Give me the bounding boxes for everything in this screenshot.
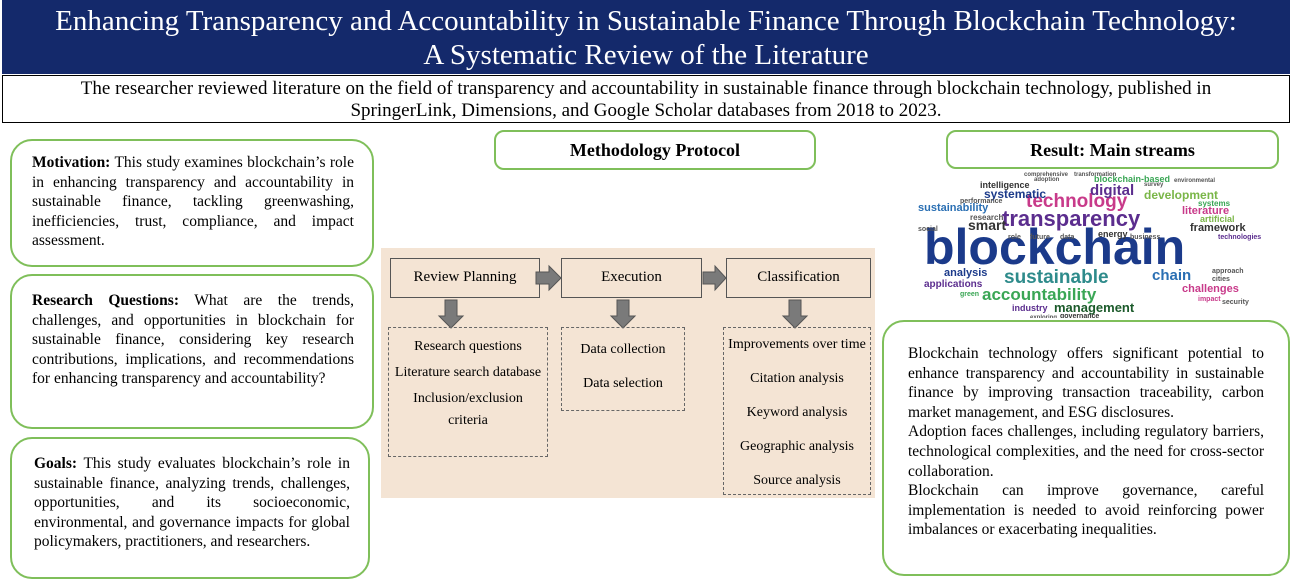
motivation-label: Motivation: xyxy=(32,154,111,171)
research-questions-text: What are the trends, challenges, and opp… xyxy=(32,292,354,387)
methodology-header: Methodology Protocol xyxy=(494,130,816,170)
word-cloud-word: energy xyxy=(1098,229,1128,239)
word-cloud-word: adoption xyxy=(1034,177,1060,183)
word-cloud-word: blockchain-based xyxy=(1094,174,1171,184)
word-cloud-word: industry xyxy=(1012,303,1048,313)
planning-item: Research questions xyxy=(414,339,522,354)
title-line-2: A Systematic Review of the Literature xyxy=(423,39,869,71)
word-cloud-word: artificial xyxy=(1200,214,1235,224)
word-cloud-word: sustainability xyxy=(918,202,989,214)
stage-classification-label: Classification xyxy=(757,269,840,285)
result-paragraph: Blockchain can improve governance, caref… xyxy=(908,482,1264,539)
stage-execution-label: Execution xyxy=(601,269,662,285)
research-questions-label: Research Questions: xyxy=(32,292,179,309)
right-arrow-icon xyxy=(535,264,562,292)
word-cloud-word: systematic xyxy=(984,187,1047,201)
word-cloud-word: systems xyxy=(1198,199,1231,208)
word-cloud-word: blockchain xyxy=(924,219,1186,275)
subtitle-line-1: The researcher reviewed literature on th… xyxy=(80,78,1212,99)
word-cloud-word: data xyxy=(1060,234,1075,241)
word-cloud-word: chain xyxy=(1152,267,1192,284)
result-header-text: Result: Main streams xyxy=(1030,140,1195,160)
word-cloud-word: sustainable xyxy=(1004,267,1109,288)
poster-title: Enhancing Transparency and Accountabilit… xyxy=(2,0,1290,74)
word-cloud-word: smart xyxy=(968,217,1007,233)
stage-review-planning-label: Review Planning xyxy=(413,269,517,285)
classification-item: Source analysis xyxy=(753,473,841,488)
word-cloud-word: approach xyxy=(1212,268,1244,275)
word-cloud-word: transformation xyxy=(1074,172,1117,178)
right-arrow-icon xyxy=(702,264,727,292)
word-cloud-word: analysis xyxy=(944,267,988,279)
word-cloud-word: governance xyxy=(1060,313,1100,318)
word-cloud-word: management xyxy=(1054,300,1135,315)
word-cloud-word: business xyxy=(1130,234,1161,241)
result-header: Result: Main streams xyxy=(946,130,1279,169)
classification-item: Geographic analysis xyxy=(740,439,854,454)
classification-item: Improvements over time xyxy=(728,337,866,352)
execution-item: Data collection xyxy=(580,342,666,357)
word-cloud-word: development xyxy=(1144,188,1219,202)
goals-box: Goals: This study evaluates blockchain’s… xyxy=(10,437,370,579)
classification-items: Improvements over time Citation analysis… xyxy=(723,327,871,495)
methodology-flowchart: Review Planning Execution Classification… xyxy=(381,248,875,498)
goals-label: Goals: xyxy=(34,455,78,472)
result-box: Blockchain technology offers significant… xyxy=(882,320,1290,576)
classification-item: Keyword analysis xyxy=(746,405,848,420)
planning-item: Literature search database xyxy=(394,365,542,380)
word-cloud-word: survey xyxy=(1144,182,1164,188)
classification-item: Citation analysis xyxy=(750,371,844,386)
word-cloud-word: impact xyxy=(1198,296,1221,303)
down-arrow-icon xyxy=(781,299,809,329)
word-cloud-word: cities xyxy=(1212,276,1230,283)
word-cloud-word: technologies xyxy=(1218,234,1262,241)
word-cloud-word: social xyxy=(918,226,938,233)
word-cloud-word: transparency xyxy=(1002,206,1141,231)
word-cloud-word: applications xyxy=(924,279,983,290)
word-cloud-word: challenges xyxy=(1182,283,1239,295)
title-line-1: Enhancing Transparency and Accountabilit… xyxy=(55,5,1237,37)
methodology-header-text: Methodology Protocol xyxy=(569,140,741,160)
poster-subtitle: The researcher reviewed literature on th… xyxy=(2,75,1290,123)
word-cloud-word: future xyxy=(1030,234,1050,241)
word-cloud-word: literature xyxy=(1182,205,1230,217)
word-cloud-word: performance xyxy=(960,198,1003,205)
word-cloud-image: blockchain transparency technology susta… xyxy=(912,170,1282,318)
word-cloud-word: comprehensive xyxy=(1024,172,1069,178)
word-cloud-word: digital xyxy=(1090,182,1135,199)
down-arrow-icon xyxy=(609,299,637,329)
execution-item: Data selection xyxy=(583,376,663,391)
arrow-graphics xyxy=(437,264,809,329)
word-cloud-word: research xyxy=(970,213,1004,222)
word-cloud-word: technology xyxy=(1026,191,1128,212)
result-paragraph: Adoption faces challenges, including reg… xyxy=(908,423,1264,480)
down-arrow-icon xyxy=(437,299,465,329)
motivation-text: This study examines blockchain’s role in… xyxy=(32,154,354,249)
result-paragraph: Blockchain technology offers significant… xyxy=(908,345,1264,421)
word-cloud-word: role xyxy=(1008,234,1021,241)
word-cloud-word: green xyxy=(960,291,980,298)
word-cloud-word: framework xyxy=(1190,222,1246,234)
research-questions-box: Research Questions: What are the trends,… xyxy=(10,274,374,429)
word-cloud-word: security xyxy=(1222,299,1249,306)
planning-item: Inclusion/exclusion criteria xyxy=(413,391,523,428)
word-cloud-word: intelligence xyxy=(980,180,1030,190)
word-cloud-word: environmental xyxy=(1174,178,1216,184)
motivation-box: Motivation: This study examines blockcha… xyxy=(10,139,374,267)
word-cloud-word: accountability xyxy=(982,285,1097,304)
planning-items: Research questions Literature search dat… xyxy=(388,327,548,457)
subtitle-line-2: SpringerLink, Dimensions, and Google Sch… xyxy=(350,100,942,121)
goals-text: This study evaluates blockchain’s role i… xyxy=(34,455,350,550)
word-cloud-word: exploring xyxy=(1030,315,1058,318)
execution-items: Data collection Data selection xyxy=(561,327,685,411)
